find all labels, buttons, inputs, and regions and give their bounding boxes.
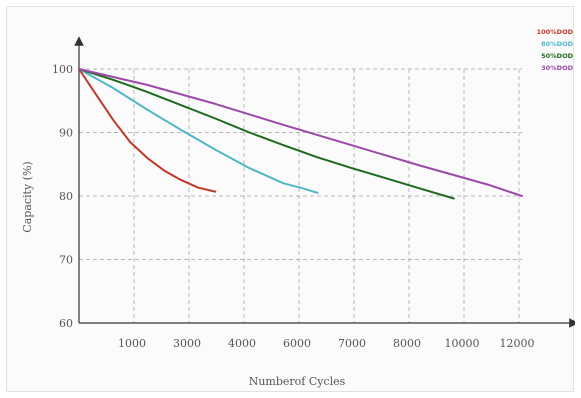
y-axis-title: Capacity (%) bbox=[21, 161, 34, 232]
series-line-50-dod bbox=[78, 68, 455, 200]
y-tick-label: 100 bbox=[52, 63, 73, 76]
chart-frame: 60 70 80 90 100 1000 3000 4000 6000 7000 8000 1000… bbox=[6, 6, 575, 392]
series-line-80-dod bbox=[78, 68, 319, 194]
x-tick-label: 4000 bbox=[228, 337, 256, 350]
series-line-100-dod bbox=[78, 68, 217, 193]
x-tick-label: 1000 bbox=[118, 337, 146, 350]
legend-entry: 50%DOD bbox=[541, 52, 573, 60]
y-tick-label: 90 bbox=[59, 127, 73, 140]
x-tick-label: 8000 bbox=[393, 337, 421, 350]
legend-entry: 100%DOD bbox=[537, 28, 574, 36]
grid-lines bbox=[79, 68, 522, 323]
x-tick-label: 12000 bbox=[500, 337, 535, 350]
legend: 100%DOD 80%DOD 50%DOD 30%DOD bbox=[537, 28, 574, 72]
x-axis-title: Numberof Cycles bbox=[249, 375, 346, 388]
x-tick-labels: 1000 3000 4000 6000 7000 8000 10000 12000 bbox=[118, 337, 535, 350]
y-tick-label: 60 bbox=[59, 317, 73, 330]
y-tick-labels: 60 70 80 90 100 bbox=[52, 63, 73, 330]
x-tick-label: 10000 bbox=[445, 337, 480, 350]
x-tick-label: 7000 bbox=[338, 337, 366, 350]
legend-entry: 80%DOD bbox=[541, 40, 573, 48]
y-tick-label: 70 bbox=[59, 254, 73, 267]
y-tick-label: 80 bbox=[59, 190, 73, 203]
axes bbox=[74, 36, 575, 328]
series-line-30-dod bbox=[78, 68, 523, 197]
x-tick-label: 6000 bbox=[283, 337, 311, 350]
x-tick-label: 3000 bbox=[173, 337, 201, 350]
legend-entry: 30%DOD bbox=[541, 64, 573, 72]
data-series bbox=[78, 68, 523, 200]
